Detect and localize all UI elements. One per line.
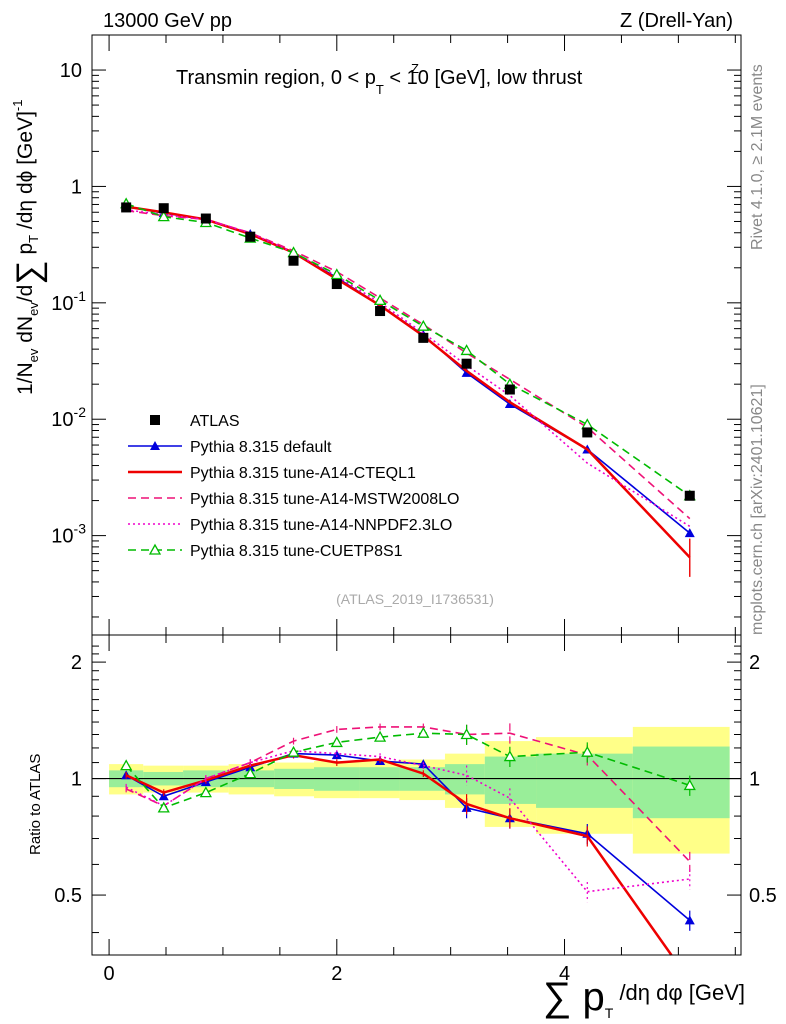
legend-label: Pythia 8.315 tune-CUETP8S1 [190,543,403,560]
data-point [684,528,695,538]
data-point [331,279,342,290]
x-tick-label: 4 [559,963,570,985]
ratio-point [331,750,342,760]
ratio-y-axis-label: Ratio to ATLAS [27,754,44,855]
ratio-line [125,726,691,863]
data-point [582,427,593,438]
x-axis-label: ∑ pT /dη dφ [GeV] [543,975,745,1021]
ratio-y-tick-label: 0.5 [54,885,82,907]
legend-label: Pythia 8.315 tune-A14-MSTW2008LO [190,491,459,508]
process-label: Z (Drell-Yan) [620,10,733,32]
legend-label: Pythia 8.315 default [190,439,332,456]
data-point [375,306,386,317]
ratio-series-pythia-8-315-tune-cuetp8s1 [120,724,696,813]
data-point [581,418,594,430]
y-tick-label: 1 [71,176,82,198]
data-point [684,490,695,501]
series-pythia-8-315-default [121,201,695,538]
data-point [121,202,132,213]
ratio-point [157,801,170,813]
data-point [504,384,515,395]
data-point [200,213,211,224]
legend-marker [150,415,160,425]
uncertainty-band-green [632,746,730,819]
ratio-point [503,750,516,762]
data-point [418,332,429,343]
analysis-watermark: (ATLAS_2019_I1736531) [336,591,494,607]
ratio-y-tick-label: 1 [71,769,82,791]
ratio-point [581,745,594,757]
data-point [157,210,170,222]
ratio-y-tick-label: 2 [71,652,82,674]
ratio-point [330,736,343,748]
ratio-line [125,732,691,809]
legend: ATLAS Pythia 8.315 default Pythia 8.315 tu… [128,413,459,560]
uncertainty-band-green [536,753,633,808]
x-tick-label: 0 [104,963,115,985]
ratio-point [199,786,212,798]
ratio-point [287,745,300,757]
ratio-y-tick-label-right: 0.5 [749,885,777,907]
uncertainty-band-green [444,764,485,795]
energy-label: 13000 GeV pp [103,10,232,32]
legend-marker [150,441,160,450]
ratio-point [460,728,473,740]
series-line [126,205,691,534]
main-y-axis-label: 1/Nev dNev/d∑ pT /dη dϕ [GeV]-1 [10,100,48,395]
data-point [158,203,169,214]
legend-label: ATLAS [190,413,240,430]
series-line [126,209,691,528]
data-point [330,268,343,280]
ratio-y-tick-label-right: 1 [749,769,760,791]
series-pythia-8-315-tune-a14-nnpdf2-3lo [126,209,691,528]
ratio-panel: 0.5 0.5 1 1 2 2 0 2 4 Ratio to ATLAS ∑ pT /dη dφ… [27,634,777,1021]
ratio-point [120,759,133,771]
data-point [245,231,256,242]
x-tick-label: 2 [331,963,342,985]
data-point [373,294,387,306]
main-title: Transmin region, 0 < pT < 10 [GeV], low … [176,67,583,97]
series-line [126,205,691,559]
rivet-version-label: Rivet 4.1.0, ≥ 2.1M events [749,64,766,250]
data-point [417,319,430,331]
series-atlas [121,202,695,501]
ratio-point [684,915,695,925]
main-panel: 10 1 10-1 10-2 10-3 Transmin region, 0 < pT … [10,34,742,636]
legend-marker [148,543,162,555]
y-tick-label: 10-1 [51,288,86,315]
series-pythia-8-315-tune-a14-cteql1 [126,205,691,577]
ratio-frame [91,634,742,956]
legend-label: Pythia 8.315 tune-A14-CTEQL1 [190,465,416,482]
ratio-point [244,767,257,779]
ratio-y-tick-label-right: 2 [749,652,760,674]
ratio-point [417,726,430,738]
series-line [125,202,691,497]
ratio-point [683,779,696,791]
data-point [288,255,299,266]
main-title-superscript: Z [411,61,419,76]
mcplots-label: mcplots.cern.ch [arXiv:2401.10621] [749,384,766,635]
data-point [461,358,472,369]
y-tick-label: 10 [60,60,82,82]
y-tick-label: 10-2 [51,404,86,431]
data-point [460,344,473,356]
y-tick-label: 10-3 [51,521,86,548]
ratio-point [373,730,387,742]
legend-label: Pythia 8.315 tune-A14-NNPDF2.3LO [190,517,452,534]
